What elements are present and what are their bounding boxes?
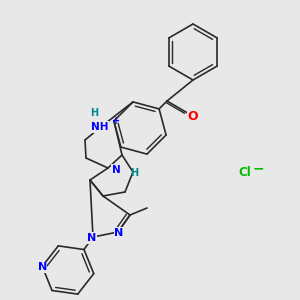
Text: Cl: Cl: [238, 166, 251, 178]
Text: H: H: [90, 108, 98, 118]
Text: N: N: [112, 165, 120, 175]
Text: N: N: [114, 228, 124, 238]
Text: N: N: [38, 262, 47, 272]
Text: NH: NH: [91, 122, 109, 132]
Text: +: +: [112, 116, 120, 126]
Text: −: −: [252, 161, 264, 175]
Text: H: H: [130, 168, 138, 178]
Text: N: N: [87, 233, 97, 243]
Text: O: O: [188, 110, 198, 122]
